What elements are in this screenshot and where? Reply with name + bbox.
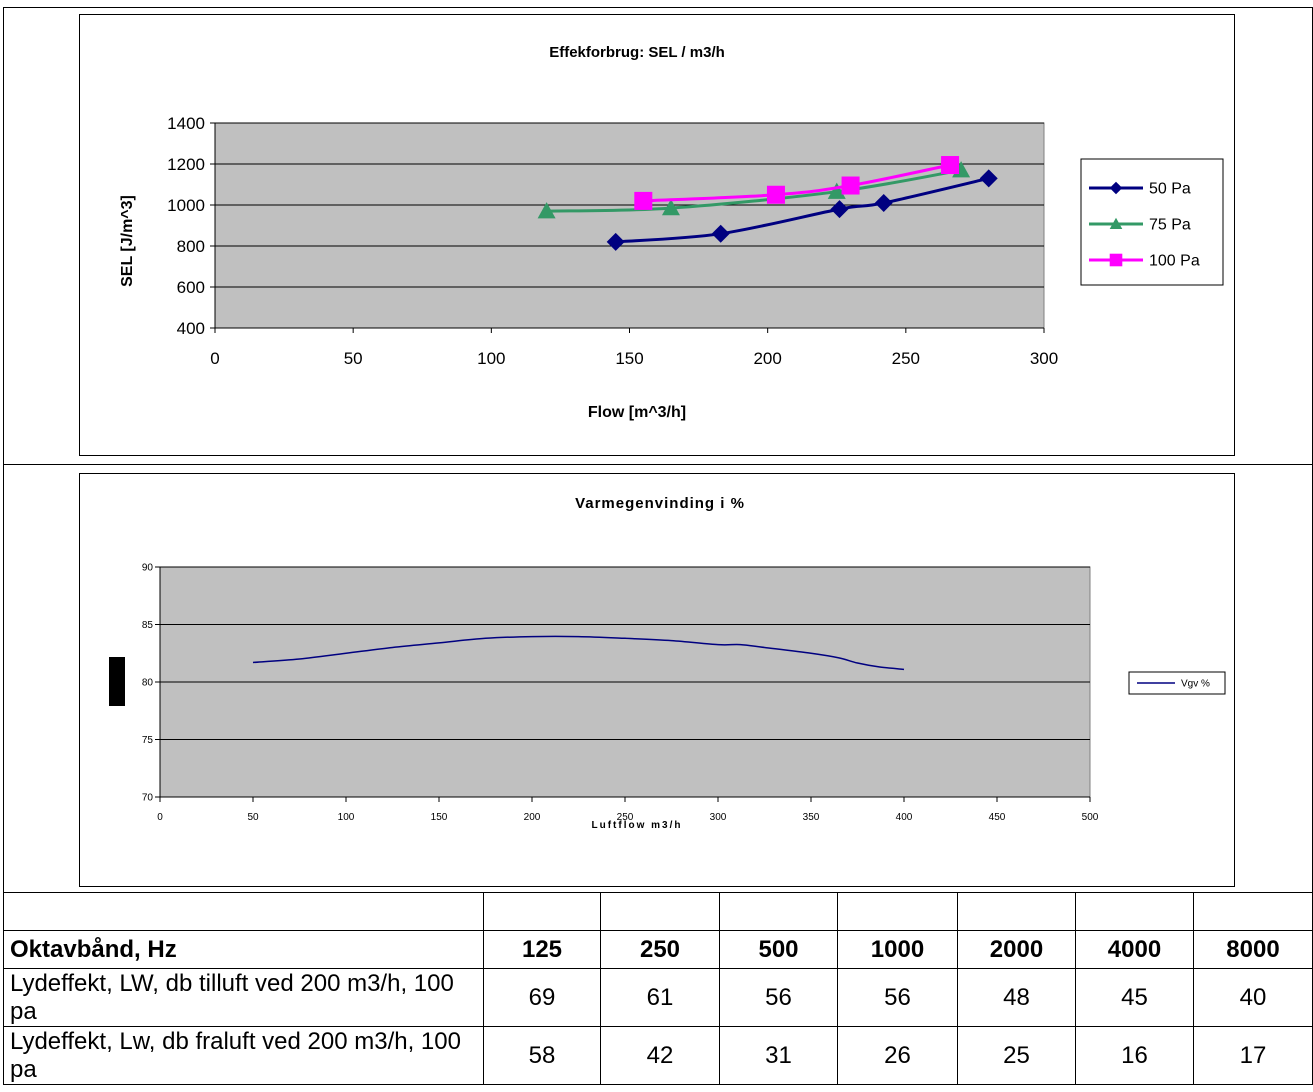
x-tick-label: 250 (892, 349, 920, 368)
data-point (979, 169, 998, 188)
data-point (661, 199, 680, 216)
series-75-pa (537, 161, 971, 219)
x-axis-label: Luftflow m3/h (592, 820, 683, 831)
series-100-pa (634, 156, 960, 210)
cell-value: 16 (1075, 1026, 1194, 1085)
y-tick-label: 400 (177, 319, 205, 338)
plot-area (214, 122, 1045, 329)
cell-value: 61 (600, 968, 720, 1027)
band-header: 125 (483, 930, 601, 969)
cell-value: 45 (1075, 968, 1194, 1027)
data-point (766, 185, 785, 204)
data-point (606, 232, 625, 251)
header-label: Oktavbånd, Hz (3, 930, 484, 969)
x-tick-label: 200 (753, 349, 781, 368)
series-line (643, 163, 951, 203)
y-tick-label: 1000 (167, 196, 205, 215)
band-header: 2000 (957, 930, 1076, 969)
cell-value: 56 (719, 968, 838, 1027)
legend (1128, 671, 1226, 695)
y-tick-label: 70 (142, 793, 154, 804)
sel-chart: Effekforbrug: SEL / m3/h SEL [J/m^3] Flo… (119, 44, 1224, 421)
data-point (537, 202, 556, 219)
x-tick-label: 150 (431, 812, 448, 823)
y-tick-label: 80 (142, 678, 154, 689)
x-axis-label: Flow [m^3/h] (588, 404, 686, 421)
series-50-pa (606, 169, 998, 251)
y-tick-label: 90 (142, 563, 154, 574)
redaction-block (109, 657, 125, 706)
x-tick-label: 50 (247, 812, 259, 823)
series-line (252, 635, 905, 671)
cell-value: 40 (1193, 968, 1313, 1027)
x-tick-label: 0 (210, 349, 219, 368)
table-blank-row (3, 892, 1313, 931)
series-line (546, 168, 962, 213)
band-header: 1000 (837, 930, 958, 969)
data-point (830, 200, 849, 219)
cell-value: 69 (483, 968, 601, 1027)
cell-value: 31 (719, 1026, 838, 1085)
octave-band-table: Oktavbånd, Hz 125 250 500 1000 2000 4000… (3, 892, 1313, 1085)
series-vgv- (252, 635, 905, 671)
cell-value: 26 (837, 1026, 958, 1085)
chart-title: Effekforbrug: SEL / m3/h (549, 44, 725, 61)
cell-value: 42 (600, 1026, 720, 1085)
cell-value: 17 (1193, 1026, 1313, 1085)
x-tick-label: 400 (896, 812, 913, 823)
x-tick-label: 0 (157, 812, 163, 823)
data-point (841, 176, 860, 195)
cell-value: 58 (483, 1026, 601, 1085)
table-row: Lydeffekt, Lw, db fraluft ved 200 m3/h, … (3, 1026, 1313, 1085)
x-tick-label: 50 (344, 349, 363, 368)
legend-label: 50 Pa (1149, 181, 1191, 198)
x-tick-label: 350 (803, 812, 820, 823)
chart-title: Varmegenvinding i % (575, 495, 745, 512)
data-point (941, 156, 960, 175)
legend-label: 75 Pa (1149, 217, 1191, 234)
x-tick-label: 200 (524, 812, 541, 823)
section-divider (3, 464, 1313, 465)
table-header-row: Oktavbånd, Hz 125 250 500 1000 2000 4000… (3, 930, 1313, 969)
legend-marker (1109, 181, 1123, 195)
band-header: 8000 (1193, 930, 1313, 969)
x-tick-label: 300 (1030, 349, 1058, 368)
data-point (827, 182, 846, 199)
y-tick-label: 600 (177, 278, 205, 297)
data-point (711, 224, 730, 243)
band-header: 250 (600, 930, 720, 969)
legend-label: 100 Pa (1149, 253, 1200, 270)
y-tick-label: 85 (142, 620, 154, 631)
legend-marker (1109, 253, 1123, 267)
x-tick-label: 300 (710, 812, 727, 823)
x-tick-label: 500 (1082, 812, 1099, 823)
y-tick-label: 1200 (167, 155, 205, 174)
x-tick-label: 100 (338, 812, 355, 823)
heat-recovery-chart: Varmegenvinding i % Luftflow m3/h 70 75 80… (109, 495, 1226, 831)
x-tick-label: 100 (477, 349, 505, 368)
x-tick-label: 450 (989, 812, 1006, 823)
y-tick-label: 1400 (167, 114, 205, 133)
y-tick-label: 75 (142, 735, 154, 746)
sel-chart-box: Effekforbrug: SEL / m3/h SEL [J/m^3] Flo… (79, 14, 1235, 456)
row-label: Lydeffekt, LW, db tilluft ved 200 m3/h, … (3, 968, 484, 1027)
y-axis-label: SEL [J/m^3] (119, 195, 136, 287)
data-point (874, 193, 893, 212)
cell-value: 25 (957, 1026, 1076, 1085)
x-tick-label: 150 (615, 349, 643, 368)
heat-recovery-chart-box: Varmegenvinding i % Luftflow m3/h 70 75 80… (79, 473, 1235, 887)
legend-marker (1109, 217, 1123, 230)
band-header: 4000 (1075, 930, 1194, 969)
data-point (634, 191, 653, 210)
cell-value: 56 (837, 968, 958, 1027)
cell-value: 48 (957, 968, 1076, 1027)
legend-label: Vgv % (1181, 679, 1210, 690)
y-tick-label: 800 (177, 237, 205, 256)
table-row: Lydeffekt, LW, db tilluft ved 200 m3/h, … (3, 968, 1313, 1027)
x-tick-label: 250 (617, 812, 634, 823)
legend (1080, 158, 1224, 286)
band-header: 500 (719, 930, 838, 969)
row-label: Lydeffekt, Lw, db fraluft ved 200 m3/h, … (3, 1026, 484, 1085)
